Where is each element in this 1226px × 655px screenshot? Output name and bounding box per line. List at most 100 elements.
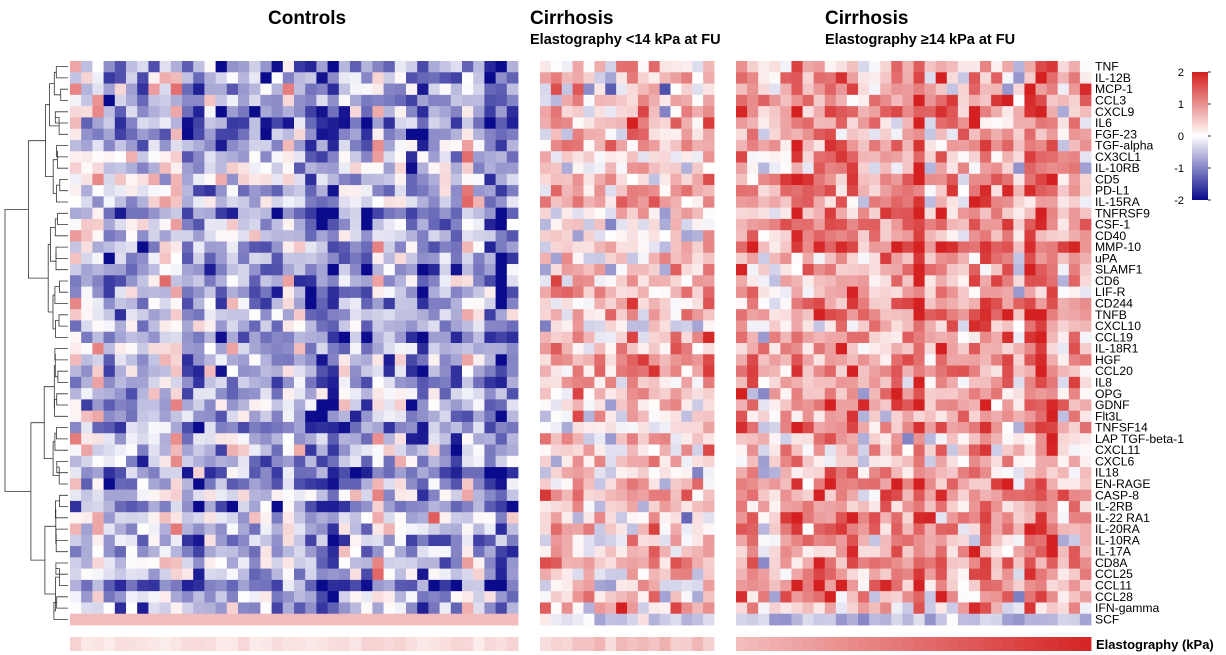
heatmap-cell [583, 388, 595, 400]
heatmap-cell [1035, 579, 1048, 592]
heatmap-cell [81, 297, 93, 310]
heatmap-cell [946, 354, 959, 366]
heatmap-cell [126, 410, 138, 423]
heatmap-cell [282, 388, 295, 400]
elastography-annotation-cell [681, 637, 693, 651]
heatmap-cell [148, 489, 160, 502]
heatmap-cell [583, 410, 595, 423]
heatmap-cell [1079, 579, 1092, 592]
heatmap-cell [204, 309, 216, 321]
heatmap-cell [1002, 354, 1014, 366]
dendrogram-branch [55, 117, 68, 135]
heatmap-cell [946, 61, 959, 73]
row-label: IL8 [1095, 375, 1112, 389]
heatmap-cell [659, 309, 671, 321]
heatmap-cell [271, 207, 284, 220]
heatmap-cell [550, 230, 563, 242]
heatmap-cell [484, 399, 496, 412]
heatmap-cell [637, 489, 650, 502]
heatmap-cell [758, 602, 770, 615]
heatmap-cell [450, 230, 463, 242]
heatmap-cell [159, 252, 172, 265]
heatmap-cell [182, 354, 194, 366]
heatmap-cell [361, 557, 373, 569]
heatmap-cell [249, 399, 261, 412]
heatmap-cell [249, 61, 261, 73]
heatmap-cell [271, 241, 284, 254]
heatmap-cell [316, 106, 328, 118]
heatmap-cell [462, 579, 474, 592]
heatmap-cell [372, 309, 384, 321]
heatmap-cell [92, 546, 104, 558]
heatmap-cell [260, 354, 272, 366]
heatmap-cell [238, 568, 250, 581]
heatmap-cell [439, 117, 452, 130]
heatmap-cell [802, 162, 815, 175]
heatmap-cell [594, 94, 606, 107]
heatmap-cell [924, 173, 937, 186]
heatmap-cell [383, 365, 396, 378]
heatmap-cell [450, 489, 463, 502]
heatmap-cell [338, 489, 351, 502]
heatmap-cell [813, 602, 826, 615]
heatmap-cell [1079, 185, 1092, 197]
heatmap-cell [439, 94, 452, 107]
heatmap-cell [648, 433, 661, 445]
heatmap-cell [204, 72, 216, 84]
heatmap-cell [561, 602, 574, 615]
heatmap-cell [137, 309, 149, 321]
heatmap-cell [316, 602, 328, 615]
heatmap-cell [594, 162, 606, 175]
heatmap-cell [572, 72, 584, 84]
heatmap-cell [583, 354, 595, 366]
heatmap-cell [271, 478, 284, 491]
heatmap-cell [957, 467, 970, 479]
heatmap-cell [736, 467, 748, 479]
heatmap-cell [305, 117, 317, 130]
heatmap-cell [913, 433, 925, 445]
heatmap-cell [305, 388, 317, 400]
heatmap-cell [681, 331, 693, 344]
heatmap-cell [736, 275, 748, 287]
heatmap-cell [880, 309, 892, 321]
heatmap-cell [114, 421, 127, 434]
heatmap-cell [935, 61, 948, 73]
heatmap-cell [327, 421, 340, 434]
heatmap-cell [692, 591, 704, 603]
heatmap-cell [583, 613, 595, 626]
heatmap-cell [1002, 252, 1014, 265]
heatmap-cell [824, 365, 837, 378]
heatmap-cell [637, 613, 650, 626]
heatmap-cell [103, 162, 116, 175]
heatmap-cell [946, 512, 959, 524]
heatmap-cell [182, 444, 194, 457]
heatmap-cell [372, 61, 384, 73]
heatmap-cell [659, 534, 671, 547]
heatmap-cell [1068, 117, 1081, 130]
heatmap-cell [991, 410, 1003, 423]
heatmap-cell [769, 61, 781, 73]
heatmap-cell [1068, 399, 1081, 412]
heatmap-cell [383, 117, 396, 130]
heatmap-cell [1068, 297, 1081, 310]
heatmap-cell [428, 388, 440, 400]
heatmap-cell [1046, 489, 1059, 502]
heatmap-cell [627, 139, 639, 152]
heatmap-cell [594, 534, 606, 547]
heatmap-cell [92, 320, 104, 333]
heatmap-cell [316, 455, 328, 468]
heatmap-cell [316, 613, 328, 626]
heatmap-cell [193, 106, 205, 118]
heatmap-cell [813, 218, 826, 231]
heatmap-cell [802, 467, 815, 479]
heatmap-cell [506, 117, 519, 130]
heatmap-cell [417, 500, 429, 513]
heatmap-cell [417, 534, 429, 547]
heatmap-cell [1013, 139, 1025, 152]
heatmap-cell [417, 264, 429, 276]
heatmap-cell [260, 557, 272, 569]
heatmap-cell [659, 602, 671, 615]
heatmap-cell [780, 343, 792, 355]
elastography-annotation-cell [506, 637, 519, 651]
heatmap-cell [616, 275, 628, 287]
